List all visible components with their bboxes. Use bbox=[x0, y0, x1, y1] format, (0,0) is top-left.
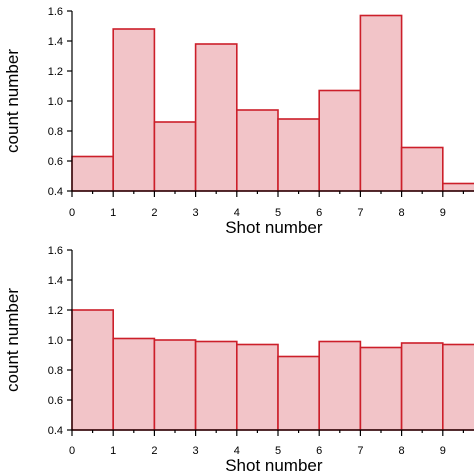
y-axis-title: count number bbox=[3, 288, 22, 392]
y-tick-label: 1.6 bbox=[48, 245, 63, 257]
x-tick-label: 3 bbox=[193, 445, 199, 457]
x-tick-label: 9 bbox=[440, 445, 446, 457]
histogram-bar bbox=[71, 155, 115, 192]
histogram-bar bbox=[194, 340, 238, 431]
x-tick-label: 6 bbox=[316, 445, 322, 457]
x-tick-label: 6 bbox=[316, 207, 322, 219]
y-tick-label: 1.0 bbox=[48, 96, 63, 108]
y-tick-label: 0.4 bbox=[48, 425, 63, 437]
histogram-bar bbox=[236, 109, 279, 192]
y-tick-label: 1.0 bbox=[48, 335, 63, 347]
histogram-bar bbox=[318, 340, 362, 431]
x-tick-label: 7 bbox=[357, 207, 363, 219]
x-tick-label: 1 bbox=[110, 445, 116, 457]
histogram-bar bbox=[400, 342, 444, 431]
y-tick-label: 1.2 bbox=[48, 66, 63, 78]
histogram-bar bbox=[359, 346, 403, 431]
x-tick-label: 4 bbox=[234, 207, 240, 219]
y-tick-label: 1.4 bbox=[48, 36, 63, 48]
histogram-bar bbox=[277, 355, 321, 431]
y-tick-label: 0.6 bbox=[48, 395, 63, 407]
x-tick-label: 2 bbox=[151, 445, 157, 457]
chart-bottom: 0.4 0.6 0.8 1.0 1.2 1.4 1.6 0 1 2 3 4 5 6 7 8 9 Shot numb… bbox=[3, 245, 474, 474]
x-tick-label: 0 bbox=[69, 207, 75, 219]
x-tick-label: 9 bbox=[440, 207, 446, 219]
x-tick-label: 7 bbox=[357, 445, 363, 457]
y-tick-label: 1.4 bbox=[48, 275, 63, 287]
y-tick-label: 0.4 bbox=[48, 186, 63, 198]
chart-top: 0.4 0.6 0.8 1.0 1.2 1.4 1.6 0 1 2 3 4 5 6 7 8 9 Shot numb… bbox=[3, 6, 474, 237]
histogram-bar bbox=[153, 121, 197, 192]
x-tick-label: 3 bbox=[193, 207, 199, 219]
histogram-bar bbox=[359, 14, 403, 192]
histogram-bar bbox=[400, 146, 444, 192]
histogram-bar bbox=[112, 28, 156, 192]
x-tick-label: 4 bbox=[234, 445, 240, 457]
x-tick-label: 1 bbox=[110, 207, 116, 219]
histogram-bar bbox=[318, 89, 362, 192]
x-axis-title: Shot number bbox=[225, 218, 323, 237]
histogram-bar bbox=[112, 337, 156, 431]
x-tick-label: 2 bbox=[151, 207, 157, 219]
x-axis-title: Shot number bbox=[225, 456, 323, 474]
histogram-bar bbox=[236, 343, 279, 431]
y-tick-label: 1.6 bbox=[48, 6, 63, 18]
x-tick-label: 8 bbox=[399, 445, 405, 457]
y-tick-label: 0.8 bbox=[48, 365, 63, 377]
histogram-bar bbox=[277, 118, 321, 192]
x-tick-label: 0 bbox=[69, 445, 75, 457]
y-tick-label: 0.6 bbox=[48, 156, 63, 168]
histogram-bar bbox=[71, 309, 115, 431]
x-tick-label: 5 bbox=[275, 207, 281, 219]
histogram-bar bbox=[194, 43, 238, 192]
x-tick-label: 8 bbox=[399, 207, 405, 219]
y-tick-label: 0.8 bbox=[48, 126, 63, 138]
y-axis-title: count number bbox=[3, 49, 22, 153]
histogram-bar bbox=[153, 339, 197, 431]
x-tick-label: 5 bbox=[275, 445, 281, 457]
histogram-bar bbox=[441, 343, 474, 431]
y-tick-label: 1.2 bbox=[48, 305, 63, 317]
histogram-bar bbox=[441, 182, 474, 192]
